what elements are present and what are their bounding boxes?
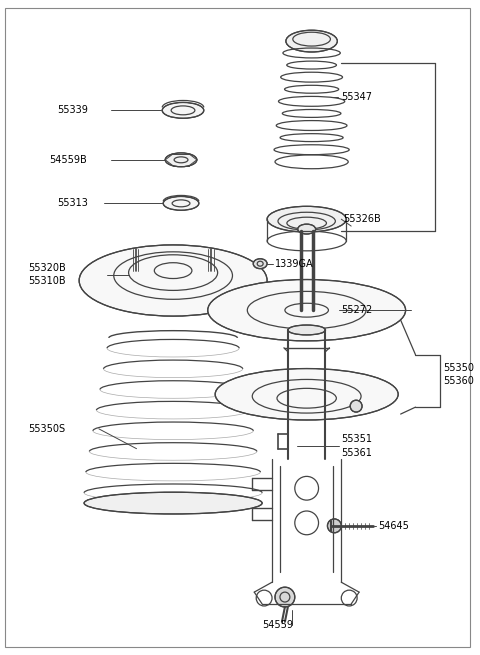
Ellipse shape [253,259,267,269]
Circle shape [350,400,362,412]
Text: 55360: 55360 [443,377,474,386]
Text: 55272: 55272 [341,305,372,315]
Text: 55320B: 55320B [28,263,65,272]
Text: 55313: 55313 [58,198,88,208]
Ellipse shape [208,280,406,341]
Circle shape [275,587,295,607]
Circle shape [327,519,341,533]
Text: 55351: 55351 [341,434,372,444]
Ellipse shape [84,492,262,514]
Ellipse shape [165,153,197,167]
Ellipse shape [215,369,398,420]
Text: 54559: 54559 [262,620,293,629]
Ellipse shape [267,206,346,232]
Text: 54645: 54645 [378,521,409,531]
Text: 55310B: 55310B [28,276,65,286]
Text: 55347: 55347 [341,92,372,102]
Ellipse shape [163,196,199,210]
Ellipse shape [298,224,315,234]
Text: 54559B: 54559B [49,155,87,165]
Text: 55361: 55361 [341,447,372,458]
Text: 55326B: 55326B [343,214,381,224]
Ellipse shape [162,102,204,119]
Ellipse shape [79,245,267,316]
Ellipse shape [286,30,337,52]
Ellipse shape [288,325,325,335]
Text: 55350: 55350 [443,363,474,373]
Text: 55350S: 55350S [28,424,65,434]
Text: 55339: 55339 [58,105,88,115]
Text: 1339GA: 1339GA [275,259,313,269]
